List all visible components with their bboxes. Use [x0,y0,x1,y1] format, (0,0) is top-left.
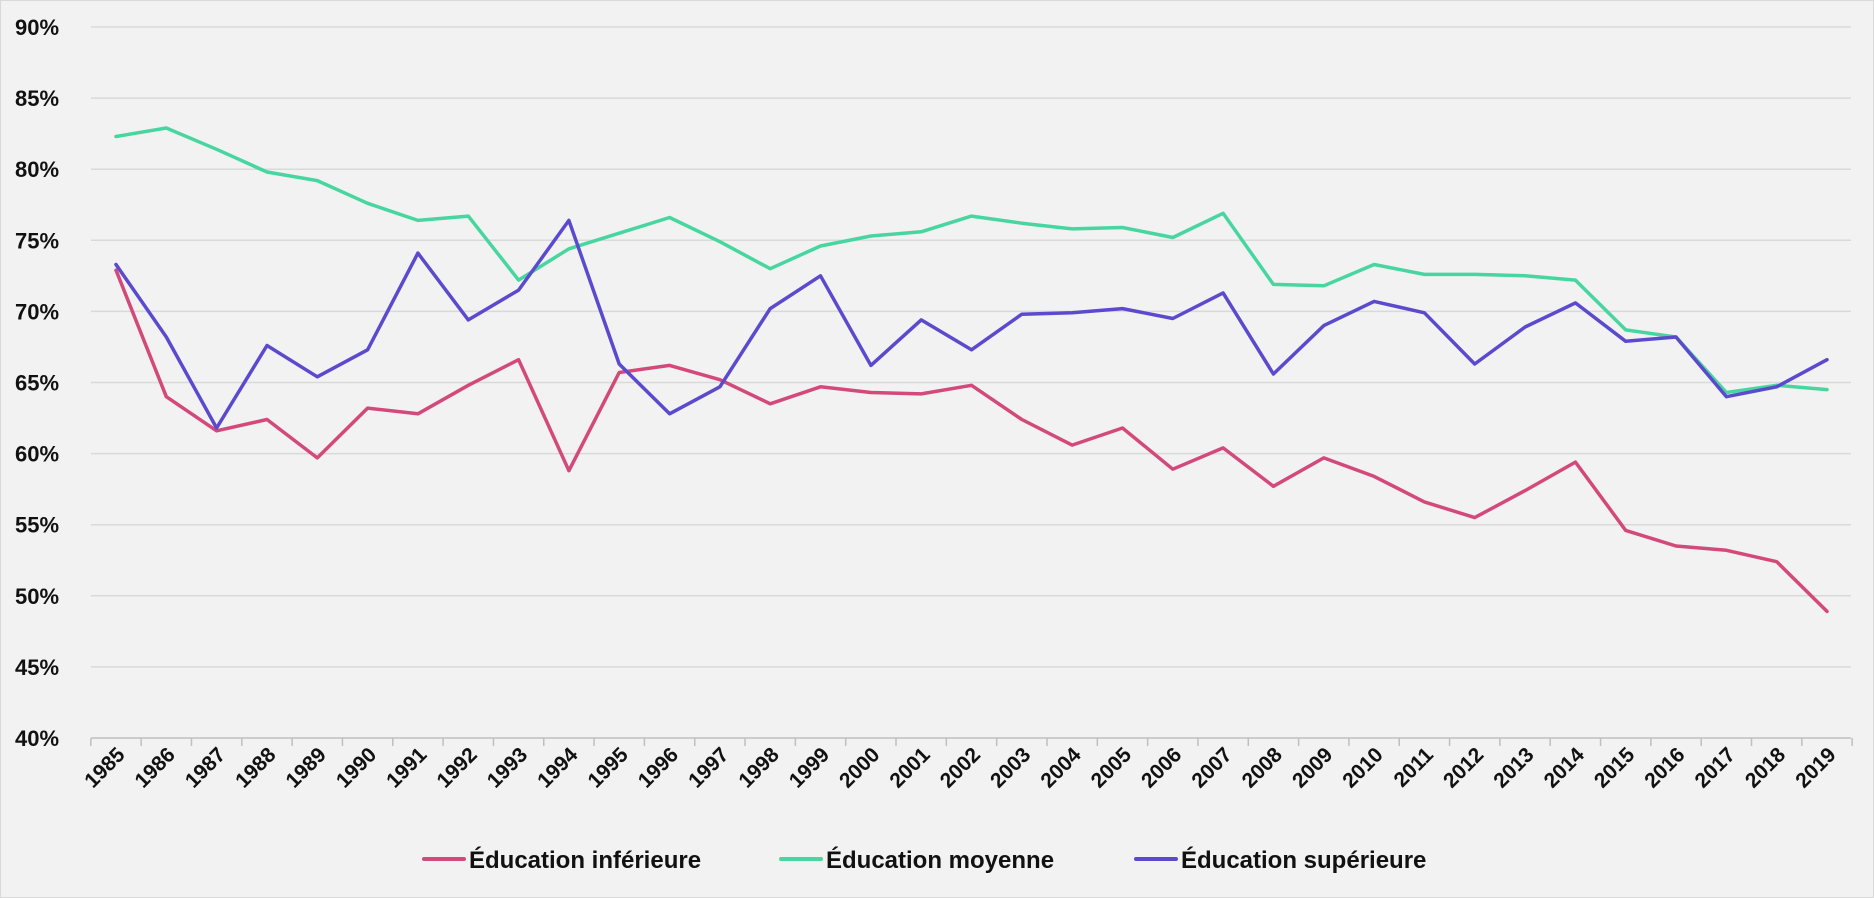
y-tick-label: 80% [15,157,59,182]
legend: Éducation inférieure Éducation moyenne Édu… [422,846,1426,874]
x-tick-label: 2018 [1741,743,1791,793]
x-tick-label: 1992 [433,743,482,792]
y-tick-label: 60% [15,442,59,467]
series-line-2 [114,126,1829,395]
x-tick-label: 2008 [1238,743,1288,793]
x-tick-label: 1986 [131,743,180,792]
series-lines [114,126,1829,614]
x-tick-label: 1991 [382,743,432,793]
x-tick-label: 2011 [1389,743,1438,792]
x-tick-label: 1987 [181,743,230,792]
x-axis: 1985 1986 1987 1988 1989 1990 1991 1992 1993 1994… [80,737,1853,793]
y-axis: 40% 45% 50% 55% 60% 65% 70% 75% 80% 85% 90% [15,15,59,751]
x-tick-label: 2015 [1590,743,1640,793]
x-tick-label: 1985 [80,743,130,793]
x-tick-label: 2017 [1691,743,1740,792]
series-line-3 [114,218,1829,430]
x-tick-label: 2010 [1338,743,1387,792]
x-tick-label: 1998 [734,743,784,793]
y-tick-label: 90% [15,15,59,40]
x-tick-label: 1989 [282,743,331,792]
y-tick-label: 50% [15,584,59,609]
x-tick-label: 2004 [1036,743,1086,793]
series-line-1 [114,268,1829,614]
legend-label-1: Éducation inférieure [469,846,701,874]
x-tick-label: 1993 [483,743,532,792]
x-tick-label: 1988 [231,743,281,793]
x-tick-label: 2002 [936,743,985,792]
gridlines [91,26,1851,668]
x-tick-label: 2001 [885,743,935,793]
x-tick-label: 1994 [533,743,583,793]
y-tick-label: 40% [15,726,59,751]
x-tick-label: 1995 [583,743,633,793]
x-tick-label: 2003 [986,743,1035,792]
legend-label-2: Éducation moyenne [826,846,1054,874]
x-tick-label: 1997 [684,743,733,792]
x-tick-label: 2006 [1137,743,1186,792]
y-tick-label: 45% [15,655,59,680]
y-tick-label: 75% [15,228,59,253]
y-tick-label: 70% [15,299,59,324]
x-tick-label: 2000 [835,743,884,792]
x-tick-label: 1996 [634,743,683,792]
x-tick-label: 2007 [1187,743,1236,792]
x-tick-label: 2013 [1489,743,1538,792]
x-tick-label: 2005 [1087,743,1137,793]
legend-label-3: Éducation supérieure [1181,846,1426,874]
x-tick-label: 1999 [785,743,834,792]
x-tick-label: 1990 [332,743,381,792]
x-tick-label: 2016 [1640,743,1689,792]
y-tick-label: 65% [15,371,59,396]
x-tick-label: 2012 [1439,743,1488,792]
x-tick-label: 2019 [1791,743,1840,792]
x-tick-label: 2009 [1288,743,1337,792]
y-tick-label: 85% [15,86,59,111]
x-tick-label: 2014 [1540,743,1590,793]
y-tick-label: 55% [15,513,59,538]
